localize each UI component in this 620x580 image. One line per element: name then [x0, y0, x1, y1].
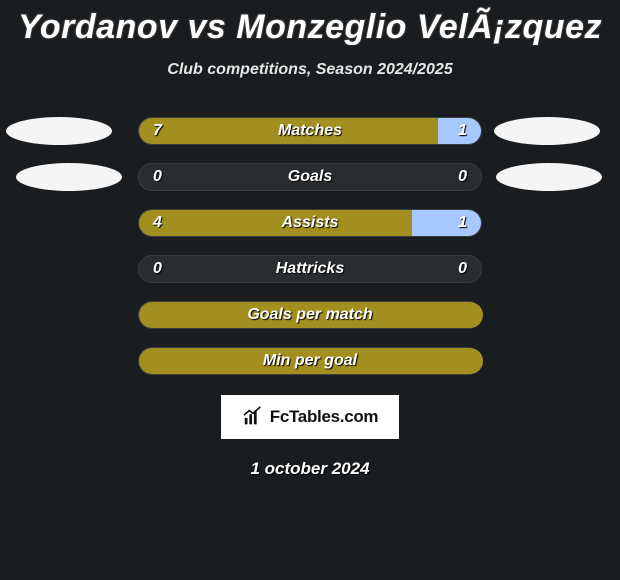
chart-icon	[242, 406, 264, 428]
stat-bar: Min per goal	[138, 347, 482, 375]
bar-left-fill	[139, 348, 483, 374]
stat-label: Hattricks	[139, 256, 481, 282]
stat-bar: Hattricks0 0	[138, 255, 482, 283]
stat-bar: Assists41	[138, 209, 482, 237]
stat-bar: Goals0 0	[138, 163, 482, 191]
fctables-label: FcTables.com	[270, 407, 379, 427]
player-badge-right	[494, 117, 600, 145]
comparison-infographic: Yordanov vs Monzeglio VelÃ¡zquez Club co…	[0, 0, 620, 580]
bar-left-fill	[139, 118, 440, 144]
player-badge-right	[496, 163, 602, 191]
stat-rows-container: Matches71Goals00Assists41Hattricks00Goal…	[0, 117, 620, 375]
player-badge-left	[16, 163, 122, 191]
bar-right-fill	[438, 118, 481, 144]
stat-value-left: 0	[153, 256, 162, 282]
stat-label: Goals	[139, 164, 481, 190]
player-badge-left	[6, 117, 112, 145]
bar-left-fill	[139, 210, 414, 236]
bar-left-fill	[139, 302, 483, 328]
page-title: Yordanov vs Monzeglio VelÃ¡zquez	[0, 0, 620, 47]
stat-value-right: 0	[458, 164, 467, 190]
stat-row: Goals per match	[0, 301, 620, 329]
date-label: 1 october 2024	[0, 459, 620, 479]
stat-row: Matches71	[0, 117, 620, 145]
stat-bar: Goals per match	[138, 301, 482, 329]
stat-row: Goals0 0	[0, 163, 620, 191]
stat-row: Hattricks0 0	[0, 255, 620, 283]
subtitle: Club competitions, Season 2024/2025	[0, 61, 620, 79]
fctables-badge: FcTables.com	[221, 395, 399, 439]
stat-bar: Matches71	[138, 117, 482, 145]
bar-right-fill	[412, 210, 481, 236]
stat-row: Assists41	[0, 209, 620, 237]
stat-row: Min per goal	[0, 347, 620, 375]
stat-value-left: 0	[153, 164, 162, 190]
stat-value-right: 0	[458, 256, 467, 282]
